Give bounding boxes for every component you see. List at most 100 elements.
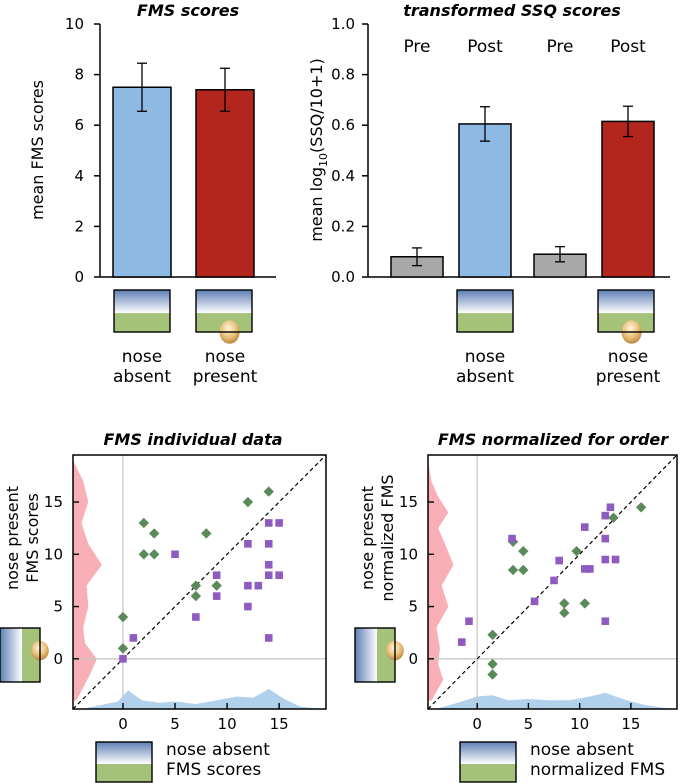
data-point-diamond: [190, 580, 202, 591]
scene-ground: [377, 628, 395, 682]
scene-sky: [355, 628, 377, 682]
data-point-diamond: [117, 611, 129, 623]
y-label-part: (SSQ/10+1): [307, 58, 326, 153]
data-point-diamond: [559, 607, 570, 619]
density-y-area: [428, 460, 454, 701]
scene-border: [456, 289, 514, 333]
x-tick-label: 0: [472, 715, 482, 733]
chart-title: FMS normalized for order: [438, 430, 669, 449]
x-tick-label: 5: [524, 715, 534, 733]
data-point-square: [171, 550, 179, 559]
scene-border: [0, 627, 41, 683]
y-tick-label: 5: [53, 598, 63, 616]
data-point-square: [465, 617, 473, 625]
data-point-square: [275, 519, 283, 527]
scene-sky: [457, 290, 513, 314]
data-point-square: [244, 540, 252, 548]
group-label: present: [596, 367, 661, 387]
category-label: nose: [122, 347, 163, 367]
data-point-diamond: [138, 549, 149, 560]
data-point-square: [264, 519, 273, 527]
data-point-square: [264, 571, 273, 580]
data-point-square: [606, 503, 615, 512]
bar: [601, 120, 655, 278]
data-point-square: [601, 511, 610, 520]
data-point-square: [212, 571, 221, 580]
data-point-square: [586, 565, 594, 573]
scene-ground: [114, 313, 170, 332]
y-tick-label: 0: [53, 650, 63, 668]
data-point-square: [254, 581, 263, 590]
nose-present-scene-icon: [0, 627, 49, 683]
x-axis-label: nose absent: [530, 740, 634, 760]
x-axis-label: nose absent: [166, 740, 270, 760]
data-point-diamond: [579, 598, 590, 609]
y-tick-label: 0.6: [331, 116, 355, 134]
y-tick-label: 0: [408, 650, 418, 668]
y-axis-label: mean FMS scores: [28, 80, 47, 220]
x-tick-label: 5: [170, 715, 180, 733]
scene-ground: [96, 764, 152, 782]
series-header: Post: [610, 37, 646, 57]
y-label-subscript: 10: [317, 153, 330, 167]
y-tick-label: 0.0: [331, 268, 355, 286]
y-tick-label: 0.2: [331, 217, 355, 235]
data-point-square: [550, 576, 558, 585]
data-point-diamond: [211, 580, 222, 591]
data-point-square: [458, 638, 466, 646]
scene-ground: [22, 628, 40, 682]
bar: [112, 86, 172, 278]
density-x-area: [436, 692, 672, 709]
y-tick-label: 0.8: [331, 66, 355, 84]
y-tick-label: 0: [74, 268, 84, 286]
chart-title: FMS individual data: [103, 430, 282, 449]
data-point-diamond: [487, 669, 498, 680]
identity-line: [73, 455, 326, 709]
data-point-square: [530, 597, 539, 606]
data-point-square: [508, 534, 516, 543]
data-point-square: [264, 634, 273, 642]
data-point-diamond: [635, 502, 647, 513]
data-point-diamond: [507, 564, 519, 576]
category-label: absent: [113, 367, 171, 387]
x-axis-label: FMS scores: [166, 760, 261, 780]
scene-sky: [96, 742, 152, 764]
chart-title: FMS scores: [137, 1, 239, 20]
data-point-square: [580, 565, 589, 573]
data-point-diamond: [487, 658, 498, 670]
data-point-diamond: [487, 629, 498, 640]
data-point-square: [601, 534, 610, 543]
ssq-bar-chart: transformed SSQ scores 0.0 0.2 0.4 0.6 0.8 1.0…: [307, 1, 670, 387]
group-label: nose: [608, 347, 649, 367]
nose-present-scene-icon: [354, 627, 404, 683]
chart-title: transformed SSQ scores: [403, 1, 621, 20]
bar: [458, 123, 512, 278]
data-point-square: [601, 617, 610, 625]
data-point-diamond: [571, 545, 582, 557]
bar: [195, 89, 255, 278]
y-tick-label: 15: [399, 493, 418, 511]
scene-sky: [0, 628, 22, 682]
y-axis-label: FMS scores: [23, 493, 42, 583]
y-axis-label: nose present: [358, 486, 377, 590]
y-tick-label: 10: [65, 15, 84, 33]
data-point-square: [264, 540, 273, 548]
y-axis-label: nose present: [3, 486, 22, 590]
y-tick-label: 15: [44, 493, 63, 511]
series-header: Pre: [546, 37, 573, 57]
plot-frame: [72, 454, 327, 710]
scene-sky: [460, 742, 516, 764]
data-point-diamond: [138, 517, 149, 529]
y-axis-label: mean log10(SSQ/10+1): [307, 58, 330, 242]
data-point-diamond: [190, 590, 202, 602]
scene-border: [597, 289, 655, 333]
scene-border: [195, 289, 253, 333]
x-axis-label: normalized FMS: [530, 760, 665, 780]
x-tick-label: 10: [570, 715, 589, 733]
data-point-square: [244, 602, 252, 611]
nose-absent-scene-icon: [113, 289, 171, 333]
data-point-diamond: [149, 549, 160, 560]
data-point-diamond: [608, 512, 619, 523]
density-x-area: [81, 689, 321, 709]
